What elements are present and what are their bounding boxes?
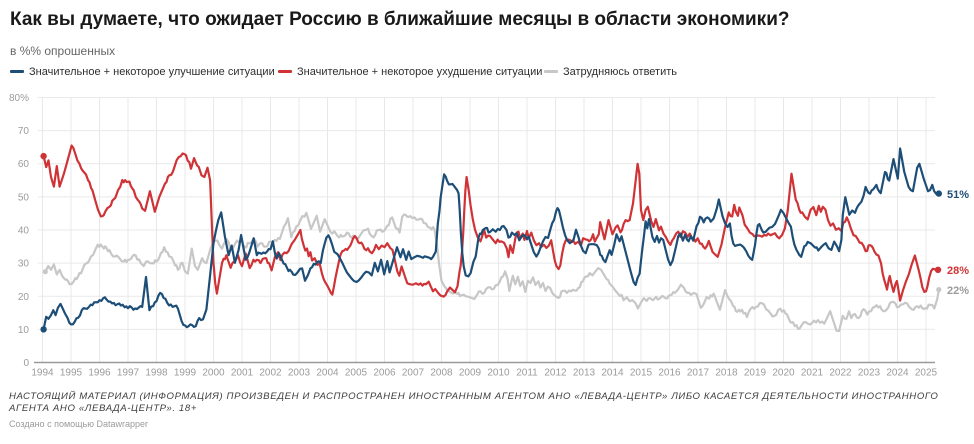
svg-text:2018: 2018 — [715, 368, 738, 379]
svg-text:20: 20 — [18, 292, 30, 303]
svg-text:2005: 2005 — [345, 368, 368, 379]
svg-text:2008: 2008 — [430, 368, 453, 379]
svg-text:2014: 2014 — [601, 368, 624, 379]
svg-text:1996: 1996 — [88, 368, 111, 379]
svg-text:2015: 2015 — [630, 368, 653, 379]
svg-text:2022: 2022 — [829, 368, 852, 379]
svg-text:2003: 2003 — [288, 368, 311, 379]
svg-text:80%: 80% — [9, 93, 29, 104]
svg-text:2024: 2024 — [886, 368, 909, 379]
svg-text:2000: 2000 — [202, 368, 225, 379]
svg-text:1997: 1997 — [117, 368, 140, 379]
svg-text:1995: 1995 — [60, 368, 83, 379]
svg-text:28%: 28% — [947, 265, 969, 277]
svg-text:2016: 2016 — [658, 368, 681, 379]
svg-text:2025: 2025 — [915, 368, 938, 379]
svg-text:1998: 1998 — [145, 368, 168, 379]
svg-text:2010: 2010 — [487, 368, 510, 379]
svg-text:50: 50 — [18, 192, 30, 203]
svg-text:2002: 2002 — [259, 368, 282, 379]
svg-text:60: 60 — [18, 159, 30, 170]
svg-text:2021: 2021 — [801, 368, 824, 379]
svg-text:51%: 51% — [947, 189, 969, 201]
svg-text:0: 0 — [23, 358, 29, 369]
svg-text:2007: 2007 — [402, 368, 425, 379]
svg-text:2012: 2012 — [544, 368, 567, 379]
svg-text:2011: 2011 — [516, 368, 538, 379]
svg-text:10: 10 — [18, 325, 30, 336]
svg-text:22%: 22% — [947, 285, 969, 297]
svg-text:1999: 1999 — [174, 368, 197, 379]
svg-text:2023: 2023 — [858, 368, 881, 379]
svg-text:2020: 2020 — [772, 368, 795, 379]
svg-text:30: 30 — [18, 259, 30, 270]
svg-text:2006: 2006 — [373, 368, 396, 379]
svg-text:2019: 2019 — [744, 368, 767, 379]
svg-text:1994: 1994 — [31, 368, 54, 379]
svg-text:2009: 2009 — [459, 368, 482, 379]
svg-text:2013: 2013 — [573, 368, 596, 379]
svg-text:40: 40 — [18, 226, 30, 237]
svg-text:2001: 2001 — [231, 368, 254, 379]
svg-text:70: 70 — [18, 126, 30, 137]
svg-text:2004: 2004 — [316, 368, 339, 379]
svg-text:2017: 2017 — [687, 368, 710, 379]
